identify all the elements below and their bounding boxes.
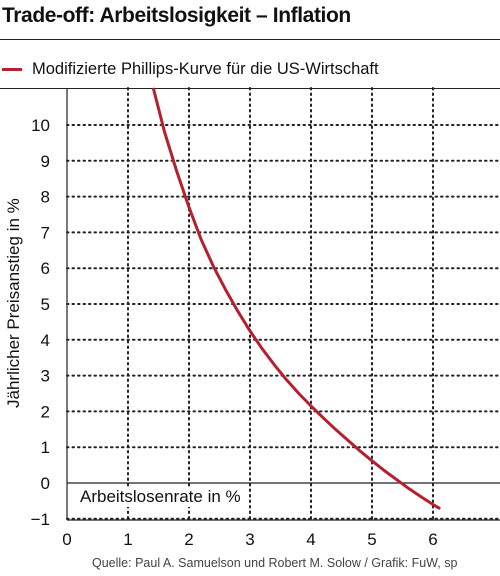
x-tick-label: 2 [184, 530, 193, 549]
x-tick-label: 0 [62, 530, 71, 549]
legend-swatch [2, 67, 22, 71]
y-tick-label: 5 [41, 295, 50, 314]
series [152, 87, 441, 510]
y-tick-label: 7 [41, 223, 50, 242]
y-tick-label: 6 [41, 259, 50, 278]
y-tick-label: −1 [31, 510, 50, 529]
y-tick-label: 2 [41, 402, 50, 421]
y-tick-label: 9 [41, 152, 50, 171]
phillips-curve-line [152, 87, 441, 510]
y-tick-label: 3 [41, 367, 50, 386]
chart-title: Trade-off: Arbeitslosigkeit – Inflation [2, 4, 351, 27]
x-axis-label: Arbeitslosenrate in % [76, 487, 245, 507]
x-tick-label: 6 [428, 530, 437, 549]
y-tick-label: 10 [31, 116, 50, 135]
grid [66, 87, 500, 521]
x-tick-label: 1 [123, 530, 132, 549]
axes [66, 88, 500, 521]
tick-labels: −1 0 1 2 3 4 5 6 7 8 9 10 0 1 2 3 4 5 6 [31, 116, 438, 549]
x-tick-label: 5 [367, 530, 376, 549]
y-axis-label: Jährlicher Preisanstieg in % [4, 198, 23, 408]
legend: Modifizierte Phillips-Kurve für die US-W… [0, 58, 379, 80]
x-tick-label: 3 [245, 530, 254, 549]
source-note: Quelle: Paul A. Samuelson und Robert M. … [92, 556, 458, 570]
x-tick-label: 4 [306, 530, 315, 549]
legend-label: Modifizierte Phillips-Kurve für die US-W… [32, 59, 379, 78]
y-tick-label: 8 [41, 188, 50, 207]
y-tick-label: 0 [41, 474, 50, 493]
title-divider [0, 39, 500, 40]
y-tick-label: 1 [41, 438, 50, 457]
y-tick-label: 4 [41, 331, 50, 350]
